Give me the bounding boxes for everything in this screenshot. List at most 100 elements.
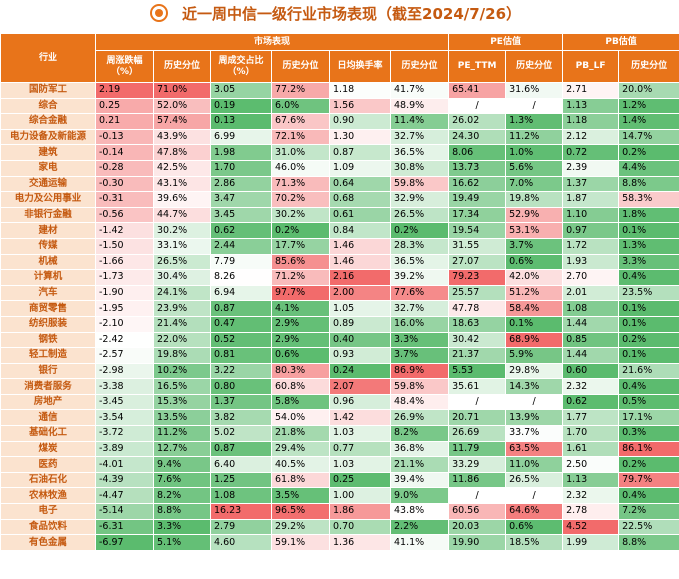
value-cell: 0.4% <box>618 269 679 286</box>
value-cell: 77.2% <box>271 82 330 99</box>
value-cell: 6.40 <box>210 456 272 473</box>
industry-name-cell: 消费者服务 <box>0 378 96 395</box>
value-cell: 24.1% <box>153 284 211 302</box>
value-cell: 11.2% <box>153 425 211 442</box>
value-cell: 1.3% <box>618 237 679 255</box>
value-cell: 7.6% <box>153 471 211 489</box>
value-cell: -0.13 <box>95 128 154 146</box>
column-header: 周涨跌幅（%） <box>95 50 154 83</box>
value-cell: 2.2% <box>389 518 450 536</box>
value-cell: 86.9% <box>389 362 450 380</box>
value-cell: 16.0% <box>389 315 450 333</box>
page-title: 近一周中信一级行业市场表现（截至2024/7/26） <box>182 5 522 23</box>
value-cell: 3.47 <box>210 191 272 208</box>
industry-name-cell: 医药 <box>0 456 96 473</box>
value-cell: 7.0% <box>505 175 564 193</box>
value-cell: 30.4% <box>153 269 211 286</box>
value-cell: 29.8% <box>505 362 564 380</box>
table-row: 有色金属 -6.97 5.1% 4.60 59.1% 1.36 41.1% 19.90 18.5… <box>0 534 679 551</box>
value-cell: 0.1% <box>618 315 679 333</box>
value-cell: 41.1% <box>389 534 450 551</box>
value-cell: 2.50 <box>562 456 620 473</box>
value-cell: 47.78 <box>448 300 507 317</box>
value-cell: 2.78 <box>562 503 620 520</box>
value-cell: 0.93 <box>329 347 391 364</box>
table-row: 机械 -1.66 26.5% 7.79 85.6% 1.46 36.5% 27.07 0.6% 1… <box>0 253 679 271</box>
industry-name-cell: 农林牧渔 <box>0 487 96 505</box>
value-cell: 43.9% <box>153 128 211 146</box>
value-cell: 10.2% <box>153 362 211 380</box>
value-cell: 43.8% <box>389 503 450 520</box>
value-cell: 30.8% <box>389 159 450 177</box>
value-cell: 1.8% <box>618 206 679 224</box>
value-cell: -1.73 <box>95 269 154 286</box>
value-cell: 14.7% <box>618 128 679 146</box>
industry-name-cell: 轻工制造 <box>0 347 96 364</box>
table-row: 电力及公用事业 -0.31 39.6% 3.47 70.2% 0.68 32.9% 19.49… <box>0 191 679 208</box>
table-row: 电力设备及新能源 -0.13 43.9% 6.99 72.1% 1.30 32.7% 24.3… <box>0 128 679 146</box>
value-cell: 2.12 <box>562 128 620 146</box>
value-cell: 0.80 <box>210 378 272 395</box>
industry-name-cell: 银行 <box>0 362 96 380</box>
value-cell: 43.1% <box>153 175 211 193</box>
value-cell: 59.8% <box>389 378 450 395</box>
value-cell: -0.14 <box>95 144 154 161</box>
value-cell: 0.47 <box>210 315 272 333</box>
value-cell: 0.5% <box>618 393 679 411</box>
value-cell: 31.55 <box>448 237 507 255</box>
value-cell: 18.5% <box>505 534 564 551</box>
industry-name-cell: 建筑 <box>0 144 96 161</box>
value-cell: 26.69 <box>448 425 507 442</box>
industry-name-cell: 电子 <box>0 503 96 520</box>
value-cell: 3.22 <box>210 362 272 380</box>
value-cell: 1.42 <box>329 409 391 427</box>
value-cell: 72.1% <box>271 128 330 146</box>
value-cell: 19.8% <box>153 347 211 364</box>
value-cell: -1.66 <box>95 253 154 271</box>
value-cell: -3.38 <box>95 378 154 395</box>
value-cell: 1.08 <box>210 487 272 505</box>
value-cell: 42.5% <box>153 159 211 177</box>
value-cell: 70.2% <box>271 191 330 208</box>
value-cell: 28.3% <box>389 237 450 255</box>
column-header: 历史分位 <box>153 50 211 83</box>
value-cell: 26.9% <box>389 409 450 427</box>
value-cell: / <box>505 393 564 411</box>
value-cell: 0.25 <box>95 97 154 115</box>
value-cell: 79.7% <box>618 471 679 489</box>
value-cell: 26.5% <box>153 253 211 271</box>
value-cell: 2.44 <box>210 237 272 255</box>
value-cell: 13.73 <box>448 159 507 177</box>
value-cell: 1.77 <box>562 409 620 427</box>
value-cell: -1.42 <box>95 222 154 239</box>
industry-name-cell: 综合 <box>0 97 96 115</box>
value-cell: 0.2% <box>389 222 450 239</box>
target-icon <box>150 4 168 22</box>
value-cell: 2.00 <box>329 284 391 302</box>
value-cell: 7.79 <box>210 253 272 271</box>
value-cell: -0.30 <box>95 175 154 193</box>
value-cell: -2.98 <box>95 362 154 380</box>
industry-name-cell: 有色金属 <box>0 534 96 551</box>
value-cell: 16.5% <box>153 378 211 395</box>
value-cell: -6.97 <box>95 534 154 551</box>
value-cell: -4.39 <box>95 471 154 489</box>
value-cell: 0.64 <box>329 175 391 193</box>
industry-table: 行业 市场表现 PE估值 PB估值 周涨跌幅（%） 历史分位 周成交占比（%） … <box>0 33 679 551</box>
column-header-row: 周涨跌幅（%） 历史分位 周成交占比（%） 历史分位 日均换手率 历史分位 PE… <box>1 50 679 83</box>
value-cell: 1.00 <box>329 487 391 505</box>
value-cell: 1.03 <box>329 425 391 442</box>
value-cell: 11.4% <box>389 113 450 130</box>
value-cell: 3.05 <box>210 82 272 99</box>
value-cell: 5.02 <box>210 425 272 442</box>
value-cell: 8.2% <box>389 425 450 442</box>
value-cell: 60.56 <box>448 503 507 520</box>
value-cell: 19.90 <box>448 534 507 551</box>
column-header: 日均换手率 <box>329 50 391 83</box>
value-cell: 0.62 <box>210 222 272 239</box>
value-cell: 13.9% <box>505 409 564 427</box>
value-cell: 1.36 <box>329 534 391 551</box>
value-cell: 2.39 <box>562 159 620 177</box>
value-cell: 0.4% <box>618 487 679 505</box>
value-cell: 59.8% <box>389 175 450 193</box>
